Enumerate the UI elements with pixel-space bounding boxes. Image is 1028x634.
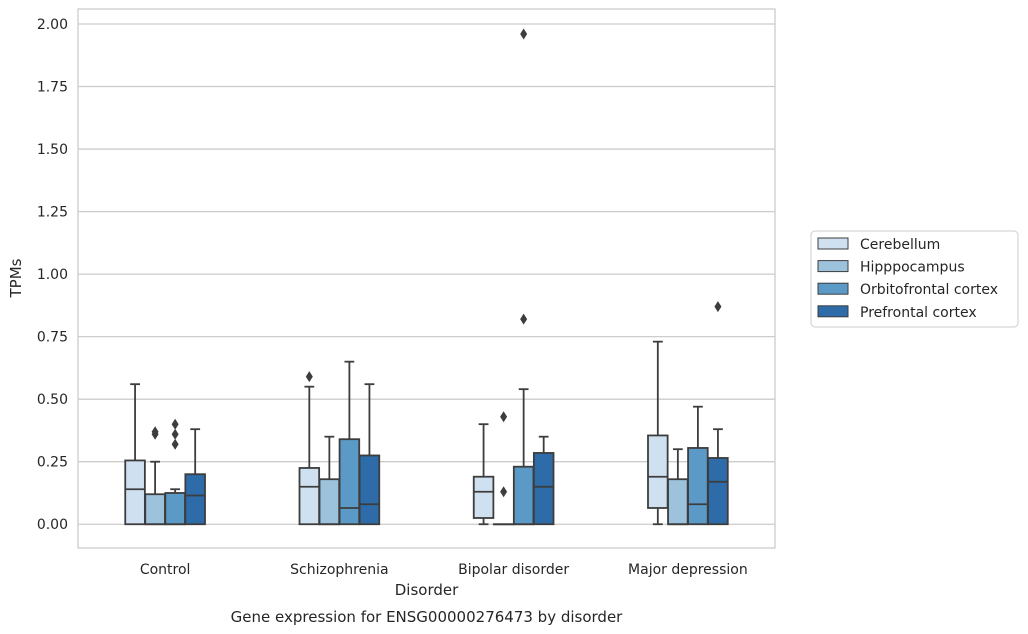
box xyxy=(472,475,495,519)
chart-title: Gene expression for ENSG00000276473 by d… xyxy=(231,608,624,626)
x-tick-label: Major depression xyxy=(628,562,748,578)
outlier-point xyxy=(714,301,722,313)
x-tick-label: Bipolar disorder xyxy=(458,562,569,578)
plot-area-frame xyxy=(77,8,776,549)
outlier-point xyxy=(520,28,528,40)
x-axis-title: Disorder xyxy=(395,581,459,599)
box xyxy=(164,492,186,526)
box xyxy=(687,447,709,526)
box xyxy=(144,493,166,526)
legend-swatch xyxy=(817,282,849,295)
y-tick-label: 1.75 xyxy=(37,80,68,96)
outlier-point xyxy=(520,313,528,325)
outlier-point xyxy=(171,438,179,450)
box xyxy=(184,473,206,526)
box-group xyxy=(707,301,729,526)
y-tick-label: 0.50 xyxy=(37,392,68,408)
outlier-point xyxy=(500,411,508,423)
box xyxy=(318,478,341,526)
y-tick-label: 0.00 xyxy=(37,517,68,533)
legend: Cerebellum Hipppocampus Orbitofrontal cort… xyxy=(810,230,1019,328)
y-tick-label: 1.00 xyxy=(37,267,68,283)
box xyxy=(707,457,729,526)
box xyxy=(338,438,361,526)
legend-label: Cerebellum xyxy=(860,237,940,253)
legend-label: Hipppocampus xyxy=(860,260,965,276)
box xyxy=(358,454,381,526)
y-tick-label: 0.75 xyxy=(37,330,68,346)
box-group xyxy=(532,435,555,526)
y-tick-label: 0.25 xyxy=(37,455,68,471)
legend-swatch xyxy=(817,260,849,273)
box-group xyxy=(124,383,146,526)
y-tick-label: 1.50 xyxy=(37,142,68,158)
y-tick-label: 1.25 xyxy=(37,205,68,221)
outlier-point xyxy=(500,486,508,498)
box-group xyxy=(647,340,669,526)
x-tick-label: Control xyxy=(140,562,191,578)
x-tick-label: Schizophrenia xyxy=(290,562,388,578)
box xyxy=(667,478,689,526)
box xyxy=(532,452,555,526)
box-group xyxy=(358,383,381,526)
y-tick-label: 2.00 xyxy=(37,17,68,33)
box xyxy=(124,459,146,526)
box-group xyxy=(184,428,206,526)
box xyxy=(512,465,535,526)
legend-swatch xyxy=(817,237,849,250)
y-tick-labels: 0.00 0.25 0.50 0.75 1.00 1.25 1.50 1.75 2.00 xyxy=(37,17,68,533)
outlier-point xyxy=(171,418,179,430)
outlier-point xyxy=(151,426,159,438)
outlier-point xyxy=(171,428,179,440)
box xyxy=(647,434,669,509)
box-group xyxy=(164,418,186,526)
y-axis-title: TPMs xyxy=(7,258,25,298)
box-group xyxy=(667,448,689,526)
box xyxy=(298,467,321,526)
box-group xyxy=(472,423,495,526)
legend-label: Orbitofrontal cortex xyxy=(860,282,998,298)
legend-frame xyxy=(810,230,1019,328)
legend-label: Prefrontal cortex xyxy=(860,305,977,321)
legend-swatch xyxy=(817,305,849,318)
box-group xyxy=(492,411,515,526)
outlier-point xyxy=(305,371,313,383)
x-tick-labels: Control Schizophrenia Bipolar disorder Majo… xyxy=(140,562,748,578)
box-series xyxy=(124,28,729,526)
